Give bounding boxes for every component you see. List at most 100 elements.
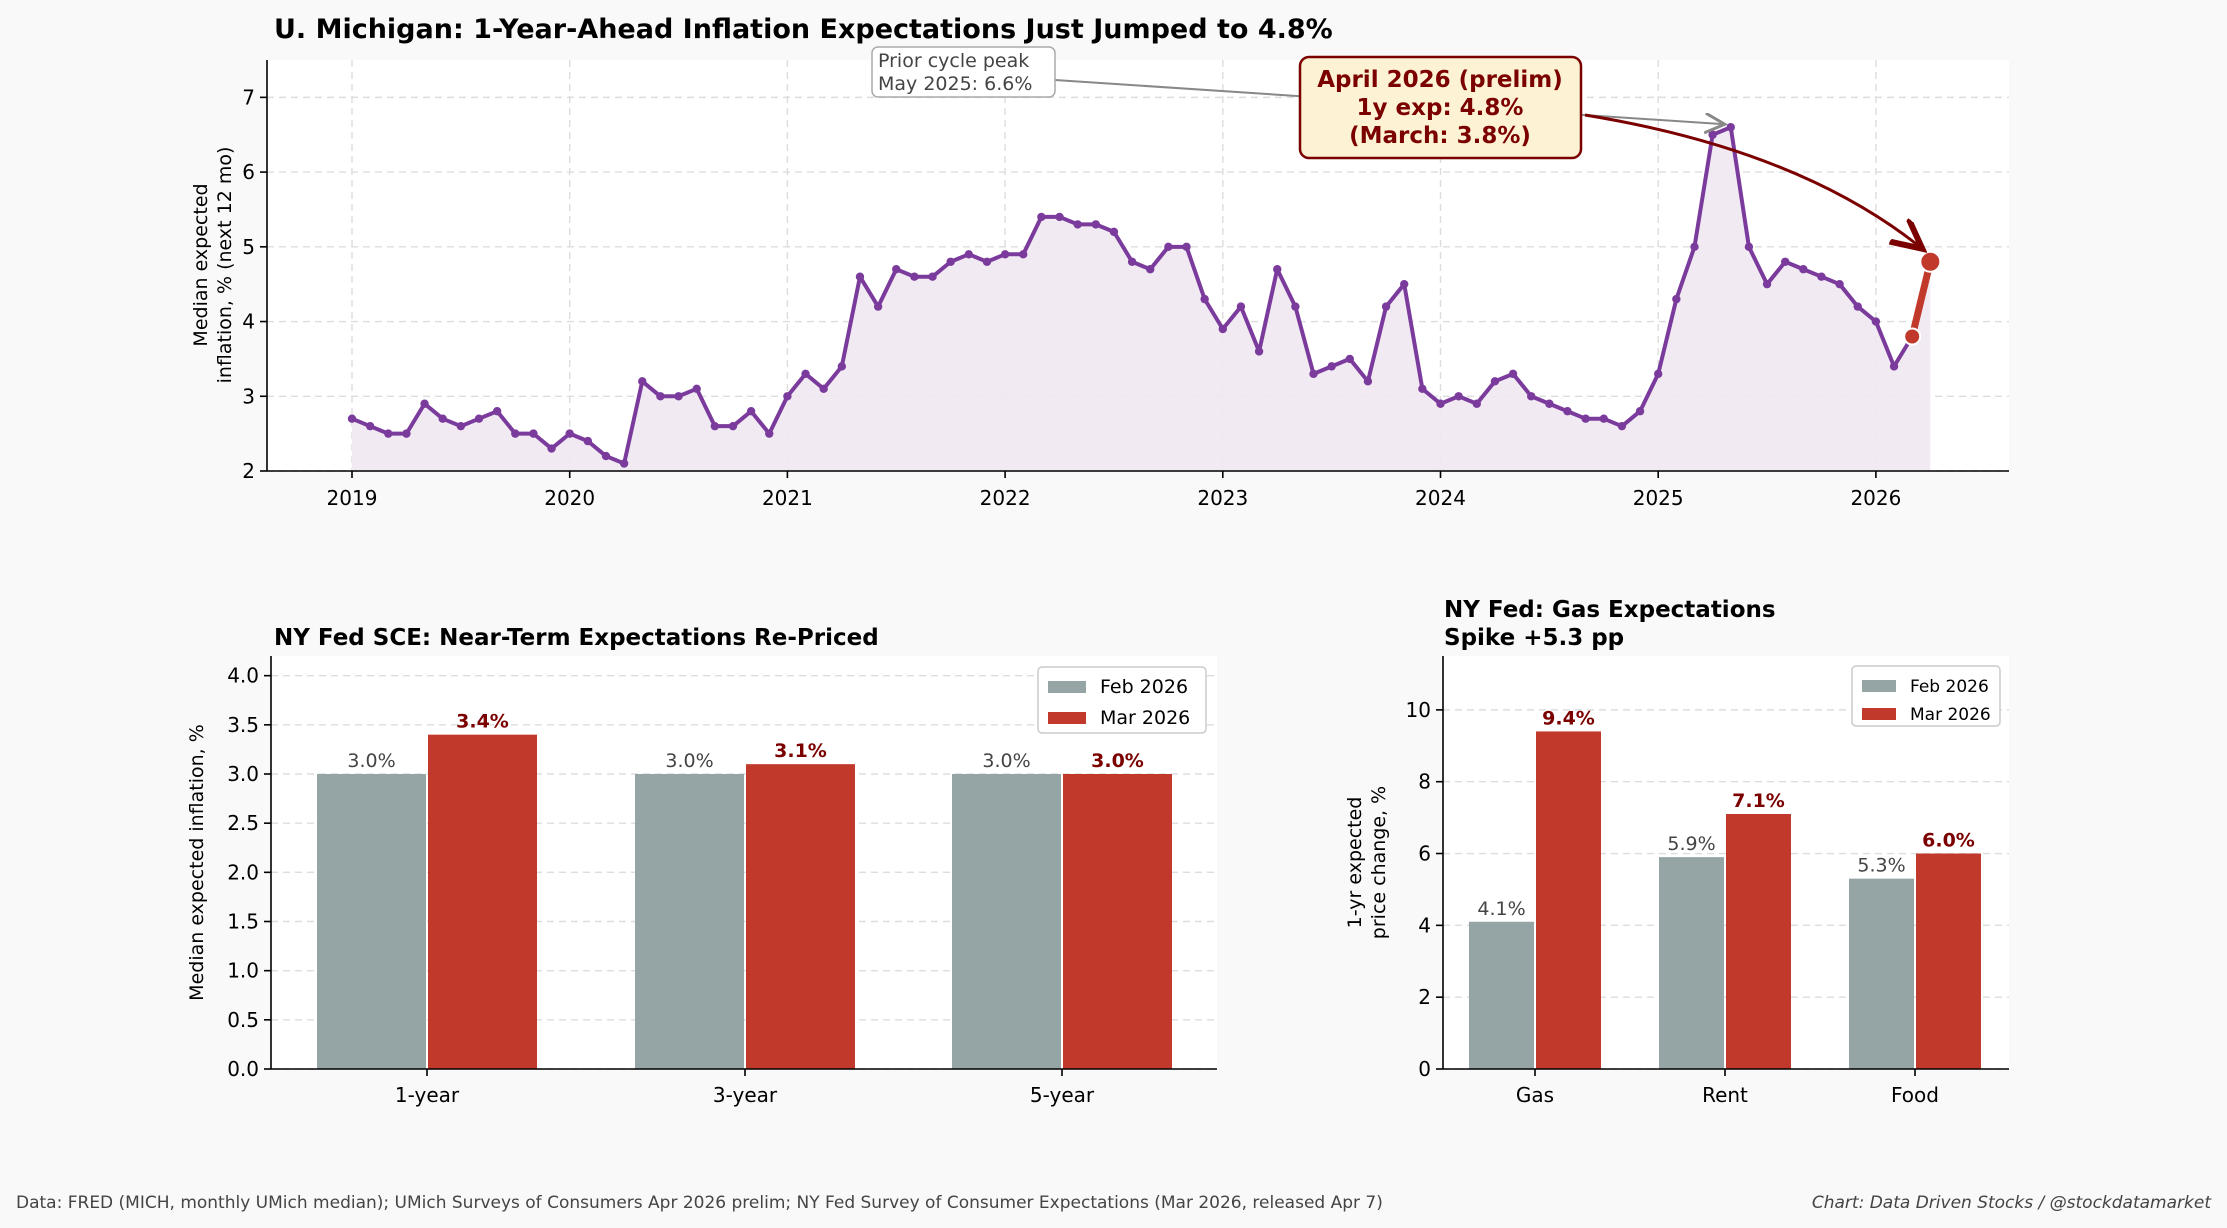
y-axis-label: Median expected	[190, 183, 212, 346]
bar-value-label: 6.0%	[1922, 830, 1975, 852]
data-point	[728, 421, 738, 431]
data-point	[438, 414, 447, 423]
bar-chart-2-title-line2: Spike +5.3 pp	[1444, 625, 1624, 651]
data-point	[492, 407, 502, 416]
bar-value-label: 3.1%	[774, 740, 827, 762]
line-chart: 2 3 4 5 6 7 2019 2020 2021 2022 2023 2024 2025 2026 Me…	[190, 46, 2009, 510]
y-tick-label: 8	[1418, 770, 1431, 794]
y-tick-label: 3.5	[227, 713, 259, 737]
data-point	[1599, 414, 1608, 423]
x-tick-label: 1-year	[395, 1083, 460, 1107]
y-tick-label: 7	[242, 85, 255, 109]
bar-mar-2026	[1063, 774, 1172, 1069]
data-point	[1436, 399, 1445, 408]
data-point	[765, 429, 774, 438]
bar-chart-gas: 0 2 4 6 8 10 4.1% 9.4% Gas 5.9% 7.1% Rent 5.3% 6.0% Fo…	[1344, 656, 2009, 1107]
y-tick-label: 1.0	[227, 959, 259, 983]
data-point	[1345, 354, 1354, 364]
recent-line	[1908, 260, 1934, 338]
data-point	[674, 392, 683, 401]
bar-chart-1-title: NY Fed SCE: Near-Term Expectations Re-Pr…	[274, 625, 879, 651]
x-tick-label: 2024	[1415, 486, 1466, 510]
data-point	[565, 429, 574, 438]
x-tick-label: 2025	[1633, 486, 1684, 510]
y-tick-label: 5	[242, 235, 255, 259]
bar-feb-2026	[1469, 921, 1534, 1069]
bar-chart-near-term: 0.0 0.5 1.0 1.5 2.0 2.5 3.0 3.5 4.0 3.0% 3.4% 1-yea…	[186, 656, 1217, 1107]
data-point	[1581, 414, 1590, 423]
data-point	[1291, 302, 1300, 311]
y-tick-label: 1.5	[227, 910, 259, 934]
data-point	[547, 444, 556, 453]
data-point	[1254, 347, 1264, 356]
x-tick-label: 2021	[762, 486, 813, 510]
data-point	[1055, 212, 1064, 222]
data-point	[1363, 377, 1373, 386]
prior-peak-text: Prior cycle peak	[878, 50, 1029, 72]
y-axis-label: 1-yr expected	[1344, 797, 1366, 929]
footer-source: Data: FRED (MICH, monthly UMich median);…	[16, 1193, 1383, 1213]
data-point	[1635, 407, 1645, 416]
data-point	[1073, 220, 1082, 229]
data-point	[1472, 399, 1481, 408]
data-point	[910, 272, 919, 281]
data-point	[1744, 242, 1754, 252]
bar-value-label: 5.9%	[1667, 833, 1715, 855]
data-point	[1164, 242, 1173, 252]
data-point	[1182, 242, 1191, 252]
y-tick-label: 6	[1418, 842, 1431, 866]
data-point	[1853, 302, 1862, 311]
data-point	[474, 414, 484, 423]
bar-value-label: 9.4%	[1542, 707, 1595, 729]
data-point	[1127, 257, 1137, 266]
data-point	[783, 392, 792, 401]
area-fill	[352, 127, 1931, 471]
x-tick-label: Food	[1891, 1083, 1939, 1107]
latest-text: (March: 3.8%)	[1349, 123, 1531, 149]
data-point	[365, 421, 375, 431]
data-point	[1617, 421, 1627, 431]
y-tick-label: 4	[242, 310, 255, 334]
y-axis-label: Median expected inflation, %	[186, 724, 208, 1001]
legend-swatch	[1862, 680, 1896, 692]
bar-mar-2026	[428, 734, 537, 1069]
bar-feb-2026	[635, 774, 744, 1069]
bar-mar-2026	[1536, 731, 1601, 1069]
bar-value-label: 3.0%	[665, 750, 713, 772]
legend-label: Feb 2026	[1910, 677, 1989, 697]
bar-feb-2026	[317, 774, 426, 1069]
data-point	[1563, 407, 1572, 416]
data-point	[1091, 220, 1101, 229]
y-tick-label: 6	[242, 160, 255, 184]
data-point	[1454, 392, 1463, 401]
data-point	[964, 250, 974, 259]
legend-swatch	[1048, 712, 1086, 724]
data-point	[1037, 212, 1046, 222]
y-tick-label: 2.0	[227, 860, 259, 884]
legend-label: Mar 2026	[1910, 705, 1991, 725]
bar-value-label: 7.1%	[1732, 790, 1785, 812]
x-tick-label: 2020	[544, 486, 595, 510]
bar-mar-2026	[746, 764, 855, 1069]
x-tick-label: 2026	[1850, 486, 1901, 510]
bar-feb-2026	[1659, 857, 1724, 1069]
april-point	[1919, 250, 1942, 273]
data-point	[873, 302, 883, 311]
x-tick-label: Rent	[1702, 1083, 1748, 1107]
data-point	[946, 257, 955, 266]
y-tick-label: 0.5	[227, 1008, 259, 1032]
main-chart-title: U. Michigan: 1-Year-Ahead Inflation Expe…	[274, 14, 1333, 45]
data-point	[420, 399, 429, 408]
prior-peak-box	[871, 46, 1056, 98]
x-tick-label: 2019	[327, 486, 378, 510]
data-point	[1889, 362, 1899, 371]
legend-label: Feb 2026	[1100, 676, 1188, 698]
data-point	[1327, 362, 1336, 371]
data-point	[801, 369, 810, 379]
data-point	[892, 265, 901, 274]
data-point	[347, 414, 357, 423]
bar-mar-2026	[1726, 814, 1791, 1069]
data-point	[638, 377, 647, 386]
data-point	[619, 459, 629, 468]
legend-label: Mar 2026	[1100, 707, 1190, 729]
